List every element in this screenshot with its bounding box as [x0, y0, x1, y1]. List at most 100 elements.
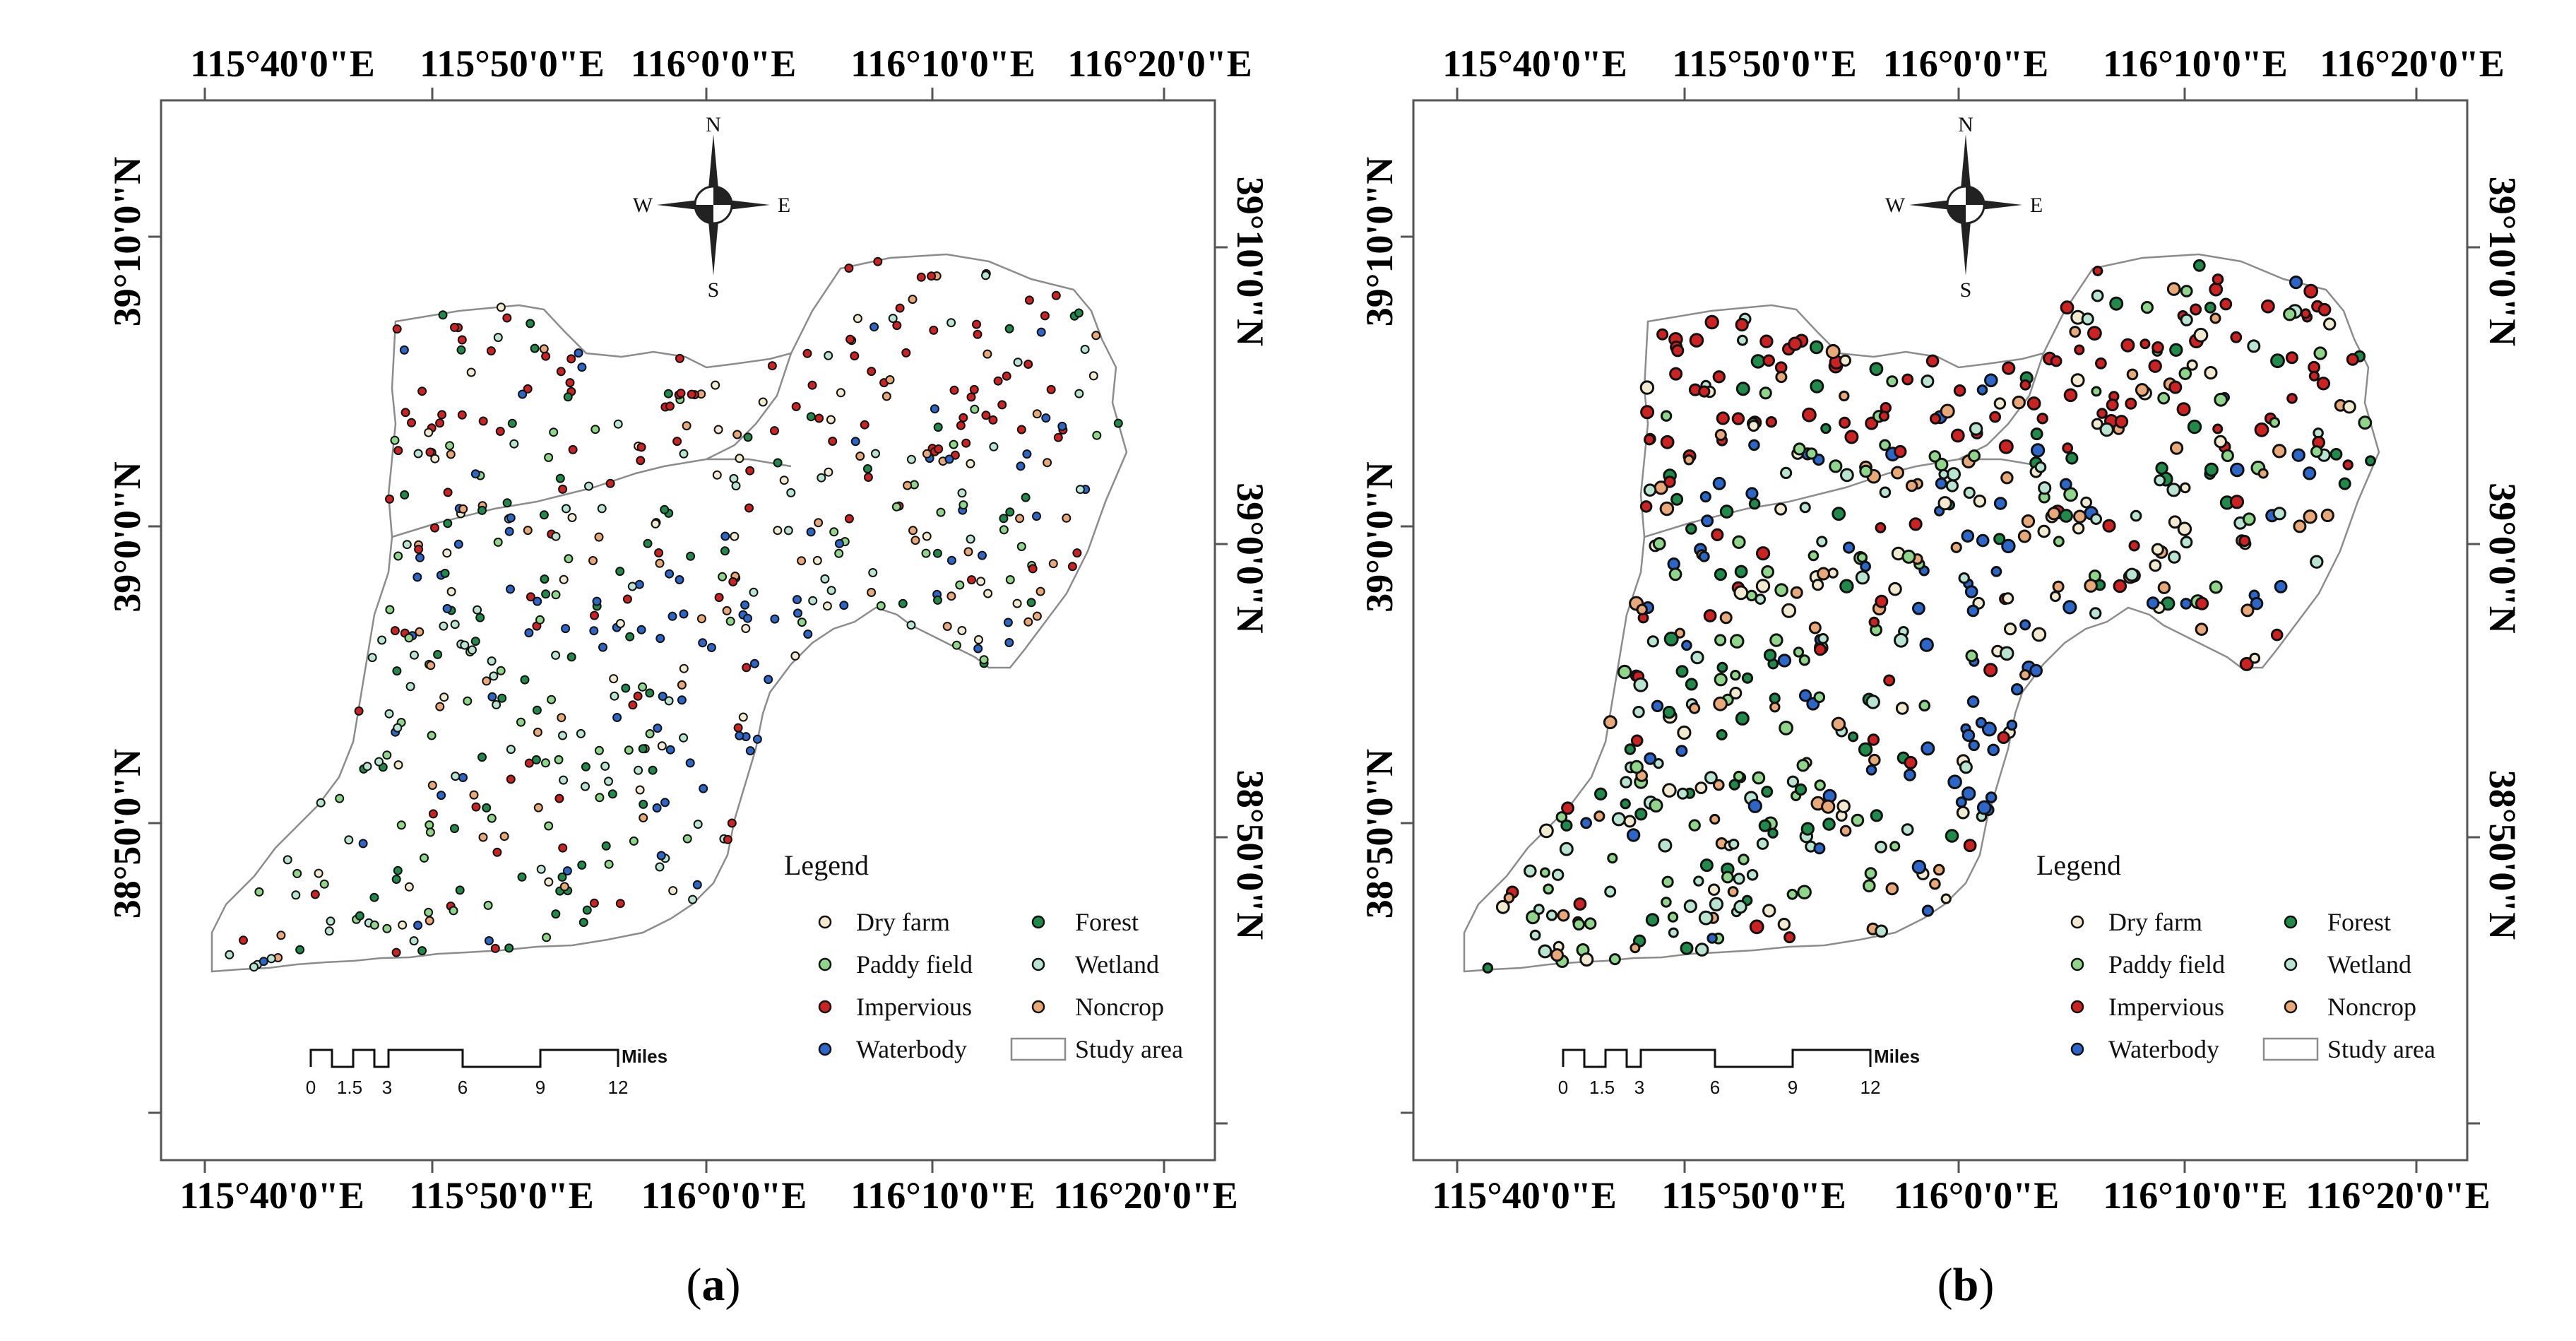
sample-point [1016, 542, 1026, 551]
sample-point [1662, 705, 1676, 719]
sample-point [974, 634, 983, 644]
sample-point [634, 765, 643, 775]
sample-point [752, 734, 762, 744]
sample-point [2019, 669, 2031, 681]
sample-point [1604, 885, 1617, 898]
sample-point [1799, 502, 1811, 514]
sample-point [2113, 579, 2127, 593]
sample-point [1698, 550, 1710, 562]
sample-point [731, 481, 741, 491]
sample-point [1005, 507, 1015, 517]
sample-point [655, 862, 665, 872]
sample-point [636, 625, 646, 634]
sample-point [2029, 663, 2043, 678]
sample-point [1822, 817, 1836, 831]
sample-point [936, 507, 946, 517]
sample-point [743, 613, 752, 623]
sample-point [1021, 492, 1031, 502]
sample-point [589, 898, 599, 908]
sample-point [665, 401, 675, 411]
sample-point [1703, 609, 1717, 622]
sample-point [1683, 899, 1697, 914]
sample-point [1984, 373, 1998, 388]
sample-point [577, 860, 587, 870]
sample-point [836, 388, 845, 398]
sample-point [390, 626, 400, 636]
sample-point [1793, 442, 1806, 456]
sample-point [413, 921, 423, 931]
sample-point [463, 696, 473, 706]
sample-point [1503, 892, 1515, 904]
sample-point [469, 790, 479, 800]
sample-point [1057, 421, 1067, 431]
sample-point [713, 425, 723, 435]
sample-point [2212, 423, 2224, 435]
sample-point [551, 909, 561, 919]
sample-point [635, 785, 645, 795]
sample-point [2342, 459, 2354, 471]
sample-point [295, 945, 305, 955]
sample-point [1786, 775, 1800, 788]
compass-w: W [633, 194, 653, 217]
sample-point [903, 480, 913, 490]
sample-point [1712, 370, 1726, 384]
sample-point [594, 745, 604, 755]
sample-point [1755, 579, 1771, 593]
sample-point [1662, 783, 1677, 798]
sample-point [1965, 649, 1978, 663]
sample-point [639, 799, 648, 809]
sample-point [1013, 358, 1023, 367]
sample-point [723, 834, 732, 844]
sample-point [1026, 598, 1036, 608]
sample-point [1763, 649, 1777, 662]
sample-point [981, 410, 991, 420]
sample-point [934, 444, 944, 454]
sample-point [657, 741, 667, 751]
sample-point [468, 645, 477, 655]
sample-point [1035, 586, 1045, 596]
sample-point [544, 877, 554, 887]
sample-point [1074, 389, 1084, 398]
sample-point [433, 649, 443, 659]
sample-point [482, 803, 492, 813]
sample-point [559, 882, 569, 892]
sample-point [2151, 543, 2164, 556]
sample-point [930, 404, 939, 414]
sample-point [526, 592, 535, 602]
sample-point [1671, 344, 1685, 358]
sample-point [2242, 512, 2256, 526]
sample-point [1885, 882, 1899, 896]
sample-point [1961, 529, 1975, 543]
sample-point [551, 531, 561, 541]
sample-point [722, 605, 732, 615]
sample-point [437, 410, 447, 420]
sample-point [533, 803, 543, 813]
sample-point [652, 803, 662, 813]
scale-unit: Miles [622, 1046, 667, 1067]
sample-point [826, 586, 836, 596]
sample-point [612, 713, 622, 722]
sample-point [556, 367, 566, 377]
sample-point [1560, 819, 1573, 832]
sample-point [1875, 924, 1888, 938]
sample-point [1870, 809, 1883, 822]
legend-label-waterbody: Waterbody [856, 1035, 967, 1063]
sample-point [1572, 918, 1585, 931]
sample-point [682, 421, 692, 431]
sample-point [1958, 572, 1970, 584]
sample-point [568, 444, 578, 454]
sample-point [1758, 819, 1771, 832]
north-arrow: N S W E [633, 113, 790, 302]
sample-point [970, 404, 980, 414]
sample-point [1676, 787, 1689, 800]
scale-bar: 0 1.5 3 6 9 12 Miles [1558, 1046, 1920, 1098]
sample-point [1964, 585, 1978, 598]
sample-point [1072, 548, 1082, 558]
sample-point [743, 432, 753, 442]
sample-point [730, 531, 740, 541]
sample-point [1036, 327, 1046, 337]
sample-point [478, 416, 488, 426]
sample-point [712, 470, 722, 480]
sample-point [1839, 579, 1854, 593]
sample-point [1709, 897, 1724, 912]
